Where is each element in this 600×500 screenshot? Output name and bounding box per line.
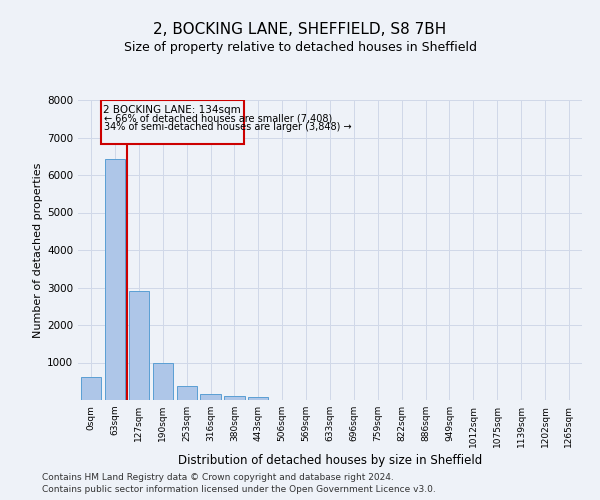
- Text: 2, BOCKING LANE, SHEFFIELD, S8 7BH: 2, BOCKING LANE, SHEFFIELD, S8 7BH: [154, 22, 446, 38]
- Text: ← 66% of detached houses are smaller (7,408): ← 66% of detached houses are smaller (7,…: [104, 114, 332, 124]
- X-axis label: Distribution of detached houses by size in Sheffield: Distribution of detached houses by size …: [178, 454, 482, 467]
- Bar: [105, 159, 125, 400]
- Bar: [248, 397, 268, 400]
- Bar: [81, 377, 101, 400]
- Bar: [224, 396, 245, 400]
- Text: 2 BOCKING LANE: 134sqm: 2 BOCKING LANE: 134sqm: [103, 105, 241, 115]
- Text: 34% of semi-detached houses are larger (3,848) →: 34% of semi-detached houses are larger (…: [104, 122, 352, 132]
- Bar: [200, 394, 221, 400]
- FancyBboxPatch shape: [101, 100, 244, 144]
- Text: Contains HM Land Registry data © Crown copyright and database right 2024.: Contains HM Land Registry data © Crown c…: [42, 472, 394, 482]
- Bar: [129, 290, 149, 400]
- Bar: [176, 386, 197, 400]
- Bar: [152, 362, 173, 400]
- Text: Contains public sector information licensed under the Open Government Licence v3: Contains public sector information licen…: [42, 485, 436, 494]
- Text: Size of property relative to detached houses in Sheffield: Size of property relative to detached ho…: [124, 41, 476, 54]
- Y-axis label: Number of detached properties: Number of detached properties: [33, 162, 43, 338]
